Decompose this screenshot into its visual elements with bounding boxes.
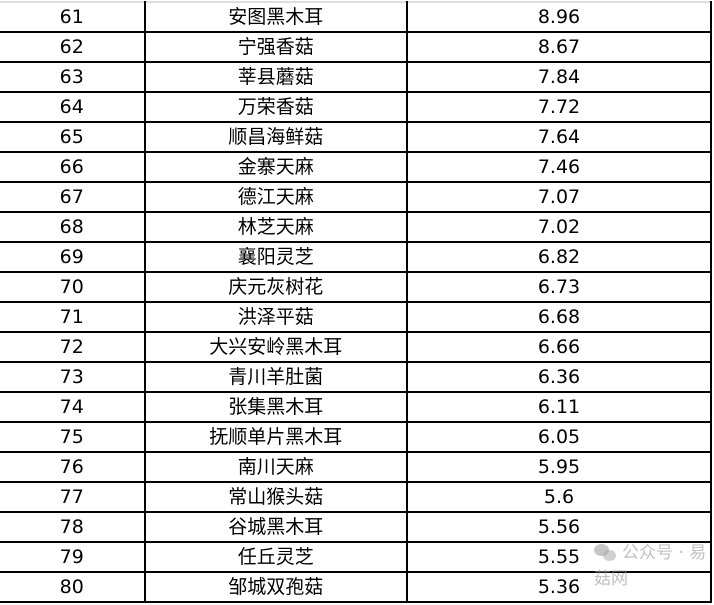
table-row: 78 谷城黑木耳 5.56: [0, 511, 712, 543]
value-cell: 7.64: [406, 121, 712, 153]
rank-cell: 72: [0, 331, 146, 363]
name-cell: 邹城双孢菇: [143, 571, 409, 603]
name-cell: 德江天麻: [143, 181, 409, 213]
name-cell: 张集黑木耳: [143, 391, 409, 423]
value-cell: 5.56: [406, 511, 712, 543]
name-cell: 安图黑木耳: [143, 1, 409, 33]
value-cell: 6.68: [406, 301, 712, 333]
value-cell: 8.67: [406, 31, 712, 63]
rank-cell: 69: [0, 241, 146, 273]
rank-cell: 79: [0, 541, 146, 573]
name-cell: 大兴安岭黑木耳: [143, 331, 409, 363]
name-cell: 金寨天麻: [143, 151, 409, 183]
table-row: 71 洪泽平菇 6.68: [0, 301, 712, 333]
name-cell: 南川天麻: [143, 451, 409, 483]
rank-cell: 66: [0, 151, 146, 183]
rank-cell: 71: [0, 301, 146, 333]
value-cell: 8.96: [406, 1, 712, 33]
table-row: 64 万荣香菇 7.72: [0, 91, 712, 123]
value-cell: 6.05: [406, 421, 712, 453]
value-cell: 5.95: [406, 451, 712, 483]
table-row: 79 任丘灵芝 5.55: [0, 541, 712, 573]
rank-cell: 77: [0, 481, 146, 513]
name-cell: 林芝天麻: [143, 211, 409, 243]
value-cell: 5.6: [406, 481, 712, 513]
table-row: 77 常山猴头菇 5.6: [0, 481, 712, 513]
rank-cell: 70: [0, 271, 146, 303]
name-cell: 任丘灵芝: [143, 541, 409, 573]
table-row: 67 德江天麻 7.07: [0, 181, 712, 213]
value-cell: 5.36: [406, 571, 712, 603]
table-row: 70 庆元灰树花 6.73: [0, 271, 712, 303]
rank-cell: 74: [0, 391, 146, 423]
rank-cell: 78: [0, 511, 146, 543]
name-cell: 宁强香菇: [143, 31, 409, 63]
name-cell: 洪泽平菇: [143, 301, 409, 333]
name-cell: 青川羊肚菌: [143, 361, 409, 393]
rank-cell: 62: [0, 31, 146, 63]
table-row: 75 抚顺单片黑木耳 6.05: [0, 421, 712, 453]
value-cell: 6.66: [406, 331, 712, 363]
value-cell: 7.02: [406, 211, 712, 243]
value-cell: 7.84: [406, 61, 712, 93]
rank-cell: 68: [0, 211, 146, 243]
name-cell: 襄阳灵芝: [143, 241, 409, 273]
value-cell: 6.82: [406, 241, 712, 273]
name-cell: 常山猴头菇: [143, 481, 409, 513]
rank-cell: 64: [0, 91, 146, 123]
table-row: 76 南川天麻 5.95: [0, 451, 712, 483]
value-cell: 7.46: [406, 151, 712, 183]
table-row: 62 宁强香菇 8.67: [0, 31, 712, 63]
value-cell: 5.55: [406, 541, 712, 573]
rank-cell: 65: [0, 121, 146, 153]
table-row: 65 顺昌海鲜菇 7.64: [0, 121, 712, 153]
rank-cell: 76: [0, 451, 146, 483]
table-row: 68 林芝天麻 7.02: [0, 211, 712, 243]
name-cell: 顺昌海鲜菇: [143, 121, 409, 153]
name-cell: 庆元灰树花: [143, 271, 409, 303]
rank-cell: 73: [0, 361, 146, 393]
name-cell: 万荣香菇: [143, 91, 409, 123]
value-cell: 7.72: [406, 91, 712, 123]
rank-cell: 63: [0, 61, 146, 93]
value-cell: 7.07: [406, 181, 712, 213]
value-cell: 6.11: [406, 391, 712, 423]
table-row: 61 安图黑木耳 8.96: [0, 1, 712, 33]
table-row: 80 邹城双孢菇 5.36: [0, 571, 712, 603]
rank-cell: 67: [0, 181, 146, 213]
value-cell: 6.73: [406, 271, 712, 303]
value-cell: 6.36: [406, 361, 712, 393]
table-row: 74 张集黑木耳 6.11: [0, 391, 712, 423]
name-cell: 谷城黑木耳: [143, 511, 409, 543]
name-cell: 莘县蘑菇: [143, 61, 409, 93]
table-row: 66 金寨天麻 7.46: [0, 151, 712, 183]
table-row: 69 襄阳灵芝 6.82: [0, 241, 712, 273]
rank-cell: 80: [0, 571, 146, 603]
table-row: 73 青川羊肚菌 6.36: [0, 361, 712, 393]
rank-cell: 75: [0, 421, 146, 453]
table-row: 63 莘县蘑菇 7.84: [0, 61, 712, 93]
rank-cell: 61: [0, 1, 146, 33]
table-row: 72 大兴安岭黑木耳 6.66: [0, 331, 712, 363]
name-cell: 抚顺单片黑木耳: [143, 421, 409, 453]
